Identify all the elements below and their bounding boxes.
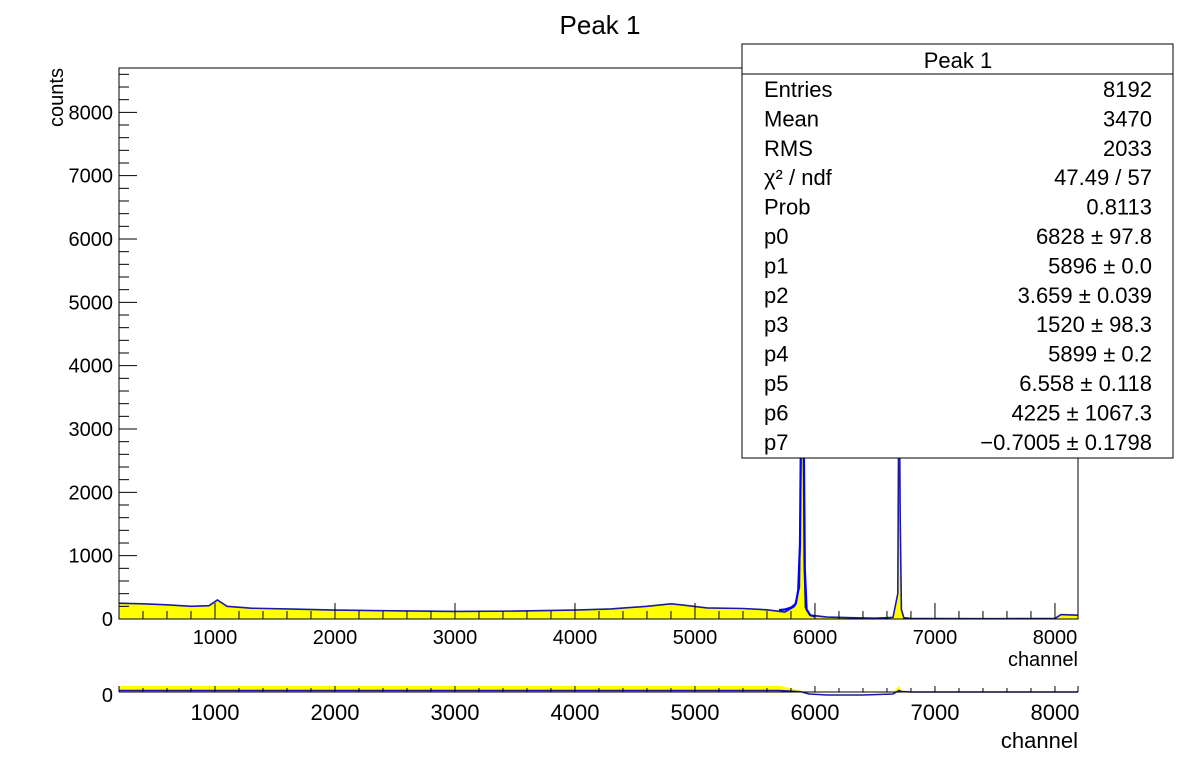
lower-x-axis-ticks: 1000 2000 3000 4000 5000 6000 7000 8000 [118,686,1079,725]
lower-x-tick-label: 7000 [910,700,959,725]
stats-value: 3470 [1103,106,1152,131]
stats-label: χ² / ndf [764,165,833,190]
x-tick-label: 4000 [553,627,598,649]
y-tick-label: 7000 [69,166,114,188]
stats-label: RMS [764,136,813,161]
x-tick-label: 1000 [193,627,238,649]
y-tick-label: 4000 [69,356,114,378]
stats-value: 5899 ± 0.2 [1048,342,1152,367]
stats-label: p5 [764,371,788,396]
stats-value: −0.7005 ± 0.1798 [980,430,1152,455]
x-axis-ticks: 1000 2000 3000 4000 5000 6000 7000 8000 [118,603,1078,649]
stats-value: 5896 ± 0.0 [1048,253,1152,278]
stats-value: 6828 ± 97.8 [1036,224,1152,249]
stats-value: 3.659 ± 0.039 [1018,283,1152,308]
stats-label: Prob [764,195,810,220]
stats-label: Entries [764,77,832,102]
lower-panel: 0 1000 2000 3000 4000 5000 6000 7000 8000 chann… [102,685,1080,753]
x-axis-label: channel [1008,649,1078,671]
lower-y-tick-label: 0 [102,685,113,707]
stats-label: p1 [764,253,788,278]
y-tick-label: 0 [102,609,113,631]
x-tick-label: 2000 [313,627,358,649]
stats-label: Mean [764,106,819,131]
stats-label: p2 [764,283,788,308]
lower-x-tick-label: 5000 [670,700,719,725]
x-tick-label: 3000 [433,627,478,649]
stats-label: p6 [764,400,788,425]
stats-label: p3 [764,312,788,337]
stats-value: 6.558 ± 0.118 [1019,371,1152,396]
y-tick-label: 5000 [69,292,114,314]
stats-title: Peak 1 [924,48,993,73]
y-tick-label: 1000 [69,546,114,568]
stats-label: p0 [764,224,788,249]
x-tick-label: 5000 [673,627,718,649]
chart-title: Peak 1 [560,10,641,40]
lower-x-tick-label: 6000 [790,700,839,725]
y-tick-label: 6000 [69,229,114,251]
x-tick-label: 7000 [913,627,958,649]
stats-value: 2033 [1103,136,1152,161]
x-tick-label: 8000 [1033,627,1078,649]
lower-y-axis-ticks: 0 [102,685,113,707]
stats-value: 8192 [1103,77,1152,102]
y-tick-label: 8000 [69,102,114,124]
x-tick-label: 6000 [793,627,838,649]
stats-value: 4225 ± 1067.3 [1011,400,1152,425]
y-axis-label: counts [46,68,68,127]
stats-rows: Entries 8192 Mean 3470 RMS 2033 χ² / ndf 47.49 … [764,77,1152,455]
y-axis-ticks: 0 1000 2000 3000 4000 5000 6000 7000 8000 [69,73,137,631]
lower-x-tick-label: 8000 [1030,700,1079,725]
lower-x-tick-label: 4000 [551,700,600,725]
stats-value: 1520 ± 98.3 [1036,312,1152,337]
stats-value: 47.49 / 57 [1054,165,1152,190]
stats-box: Peak 1 Entries 8192 Mean 3470 RMS 2033 χ² / nd… [741,43,1174,459]
lower-x-tick-label: 3000 [431,700,480,725]
stats-value: 0.8113 [1086,195,1152,220]
y-tick-label: 2000 [69,482,114,504]
lower-x-axis-label: channel [1001,728,1078,753]
stats-label: p7 [764,430,788,455]
lower-x-tick-label: 2000 [311,700,360,725]
y-tick-label: 3000 [69,419,114,441]
lower-x-tick-label: 1000 [191,700,240,725]
stats-label: p4 [764,342,788,367]
main-panel: Peak 1 counts channel 0 1000 2000 3000 4000 5… [46,10,1079,671]
